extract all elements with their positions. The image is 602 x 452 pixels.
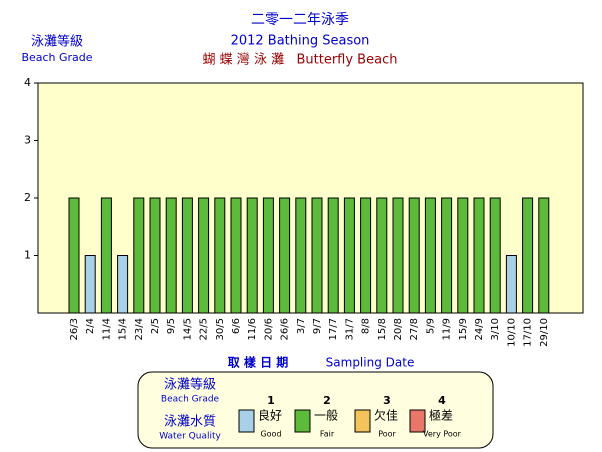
x-tick-label: 20/8 bbox=[393, 318, 404, 340]
bar bbox=[473, 197, 485, 314]
bar bbox=[457, 197, 469, 314]
bar bbox=[376, 197, 388, 314]
x-tick-label: 17/10 bbox=[523, 318, 534, 347]
bar bbox=[149, 197, 161, 314]
x-axis-label-en: Sampling Date bbox=[326, 356, 415, 370]
x-tick-label: 11/4 bbox=[101, 318, 112, 340]
x-tick-label: 9/7 bbox=[312, 318, 323, 334]
bar bbox=[181, 197, 193, 314]
x-tick-label: 2/5 bbox=[150, 318, 161, 334]
bar bbox=[327, 197, 339, 314]
bar bbox=[246, 197, 258, 314]
chart-subtitle: 2012 Bathing Season bbox=[231, 34, 370, 49]
bar bbox=[489, 197, 501, 314]
x-tick-label: 14/5 bbox=[182, 318, 193, 340]
x-axis-label: 取 樣 日 期 bbox=[228, 355, 289, 370]
x-tick-label: 9/5 bbox=[166, 318, 177, 334]
x-tick-label: 2/4 bbox=[85, 318, 96, 334]
legend-label: 一般 bbox=[314, 408, 338, 423]
bar bbox=[522, 197, 534, 314]
bar bbox=[68, 197, 80, 314]
bar bbox=[441, 197, 453, 314]
legend-grade: 4 bbox=[438, 394, 446, 407]
x-tick-label: 23/4 bbox=[134, 318, 145, 340]
x-tick-label: 26/6 bbox=[280, 318, 291, 340]
bar bbox=[117, 255, 129, 314]
x-tick-label: 26/3 bbox=[69, 318, 80, 340]
x-tick-label: 3/10 bbox=[490, 318, 501, 340]
legend-label-en: Very Poor bbox=[423, 430, 462, 439]
bar bbox=[424, 197, 436, 314]
beach-name: 蝴 蝶 灣 泳 灘 Butterfly Beach bbox=[203, 53, 398, 68]
x-tick-label: 3/7 bbox=[296, 318, 307, 334]
bar bbox=[100, 197, 112, 314]
legend-grade: 1 bbox=[267, 394, 275, 407]
x-tick-label: 8/8 bbox=[361, 318, 372, 334]
bar bbox=[133, 197, 145, 314]
bar bbox=[505, 255, 517, 314]
chart-title: 二零一二年泳季 bbox=[251, 12, 349, 28]
x-tick-label: 11/6 bbox=[247, 318, 258, 340]
y-axis-label-en: Beach Grade bbox=[21, 51, 92, 64]
x-tick-label: 24/9 bbox=[474, 318, 485, 340]
y-tick-label: 1 bbox=[24, 249, 31, 262]
y-tick-label: 4 bbox=[24, 76, 31, 89]
bar bbox=[165, 197, 177, 314]
legend-label: 極差 bbox=[429, 408, 453, 423]
bar bbox=[84, 255, 96, 314]
bar bbox=[360, 197, 372, 314]
bar bbox=[279, 197, 291, 314]
x-tick-label: 22/5 bbox=[199, 318, 210, 340]
x-tick-label: 20/6 bbox=[263, 318, 274, 340]
legend-grade: 3 bbox=[383, 394, 391, 407]
bar bbox=[343, 197, 355, 314]
legend-label: 欠佳 bbox=[374, 408, 398, 423]
bar bbox=[295, 197, 307, 314]
bar bbox=[262, 197, 274, 314]
legend-swatch bbox=[409, 409, 426, 433]
x-tick-label: 31/7 bbox=[344, 318, 355, 340]
legend-grade: 2 bbox=[323, 394, 331, 407]
legend-grade-label-en: Beach Grade bbox=[161, 395, 220, 405]
x-tick-label: 15/9 bbox=[458, 318, 469, 340]
legend-box bbox=[137, 371, 494, 449]
x-tick-label: 30/5 bbox=[215, 318, 226, 340]
x-tick-label: 15/8 bbox=[377, 318, 388, 340]
bar bbox=[311, 197, 323, 314]
legend-swatch bbox=[294, 409, 311, 433]
bar bbox=[538, 197, 550, 314]
bar bbox=[198, 197, 210, 314]
legend-label-en: Fair bbox=[320, 430, 335, 439]
legend-quality-label-en: Water Quality bbox=[159, 432, 221, 442]
y-tick-label: 2 bbox=[24, 191, 31, 204]
x-tick-label: 10/10 bbox=[506, 318, 517, 347]
y-axis-label: 泳灘等級 bbox=[31, 34, 83, 50]
bar bbox=[408, 197, 420, 314]
x-tick-label: 17/7 bbox=[328, 318, 339, 340]
bar bbox=[230, 197, 242, 314]
legend-grade-label: 泳灘等級 bbox=[164, 377, 216, 393]
legend-swatch bbox=[354, 409, 371, 433]
legend-quality-label: 泳灘水質 bbox=[164, 415, 216, 430]
x-tick-label: 29/10 bbox=[539, 318, 550, 347]
legend-swatch bbox=[238, 409, 255, 433]
x-tick-label: 11/9 bbox=[442, 318, 453, 340]
x-tick-label: 5/9 bbox=[425, 318, 436, 334]
x-tick-label: 15/4 bbox=[118, 318, 129, 340]
legend-label-en: Poor bbox=[378, 430, 396, 439]
legend-label-en: Good bbox=[260, 430, 281, 439]
legend-label: 良好 bbox=[258, 408, 282, 423]
x-tick-label: 6/6 bbox=[231, 318, 242, 334]
x-tick-label: 27/8 bbox=[409, 318, 420, 340]
bar bbox=[392, 197, 404, 314]
y-tick-label: 3 bbox=[24, 134, 31, 147]
bar bbox=[214, 197, 226, 314]
